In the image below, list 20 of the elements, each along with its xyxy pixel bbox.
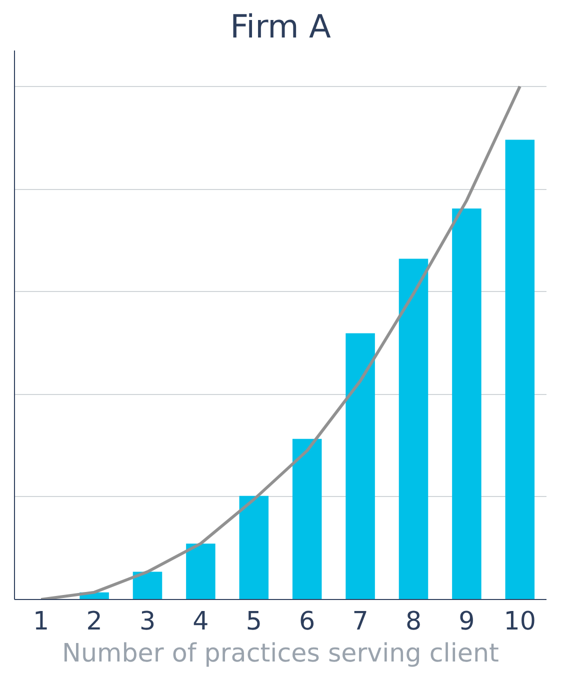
x-tick-label: 7 <box>352 606 368 636</box>
x-tick-label: 5 <box>246 606 262 636</box>
bar <box>398 258 428 600</box>
bar <box>239 496 269 600</box>
bar <box>505 140 535 600</box>
x-axis-title: Number of practices serving client <box>62 638 500 668</box>
x-tick-label: 10 <box>504 606 536 636</box>
x-tick-label: 4 <box>192 606 209 636</box>
x-tick-label: 8 <box>405 606 422 636</box>
bar <box>132 572 162 600</box>
bar <box>186 544 216 600</box>
x-tick-label: 6 <box>299 606 316 636</box>
x-tick-label: 9 <box>458 606 475 636</box>
chart-title: Firm A <box>230 8 332 46</box>
x-tick-label: 1 <box>33 606 50 636</box>
x-tick-label: 3 <box>139 606 156 636</box>
bar <box>346 333 375 600</box>
bar <box>292 438 322 600</box>
bar <box>452 208 482 600</box>
x-tick-label: 2 <box>86 606 102 636</box>
